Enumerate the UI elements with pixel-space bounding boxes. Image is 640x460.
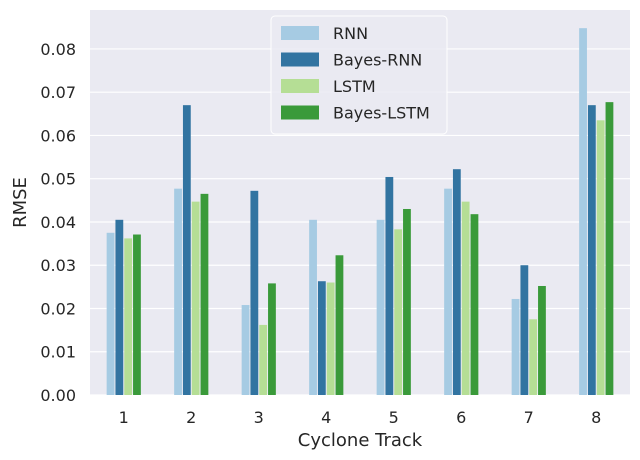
legend-box [270,15,448,135]
x-tick-label: 5 [389,408,399,427]
bar-rnn-track-7 [511,298,520,395]
y-tick-label: 0.01 [40,343,76,362]
bar-lstm-track-8 [596,120,605,395]
bar-rnn-track-5 [376,219,385,395]
bar-rnn-track-8 [579,28,587,395]
legend-swatch [281,52,319,67]
bar-rnn-track-4 [309,219,317,395]
bar-bayes-lstm-track-7 [538,285,546,395]
bar-bayes-rnn-track-4 [317,281,326,395]
bar-bayes-lstm-track-4 [335,255,344,395]
bar-lstm-track-7 [529,319,538,395]
y-tick-label: 0.05 [40,170,76,189]
x-tick-label: 4 [321,408,331,427]
bar-bayes-rnn-track-3 [250,190,259,395]
x-tick-label: 7 [524,408,534,427]
bar-bayes-rnn-track-1 [115,219,124,395]
x-axis-ticks: 1 2 3 4 5 6 7 8 [119,408,602,427]
bar-bayes-rnn-track-8 [587,105,596,395]
legend-label: Bayes-LSTM [333,104,430,123]
y-tick-label: 0.04 [40,213,76,232]
y-tick-label: 0.02 [40,299,76,318]
x-tick-label: 2 [186,408,196,427]
bar-rnn-track-2 [174,188,182,395]
bars [106,28,614,396]
legend-swatch [281,79,319,93]
legend-label: Bayes-RNN [333,51,422,70]
y-tick-label: 0.08 [40,40,76,59]
legend-swatch [281,26,319,40]
y-tick-label: 0.07 [40,83,76,102]
x-tick-label: 3 [254,408,264,427]
y-axis-label: RMSE [10,177,31,228]
bar-rnn-track-1 [106,232,115,395]
bar-bayes-lstm-track-6 [470,214,479,395]
x-tick-label: 1 [119,408,129,427]
bar-bayes-lstm-track-3 [268,283,276,395]
bar-lstm-track-5 [394,229,403,395]
x-axis-label: Cyclone Track [298,430,423,451]
legend-label: RNN [333,24,368,43]
bar-rnn-track-3 [241,305,250,395]
y-tick-label: 0.06 [40,126,76,145]
bar-bayes-lstm-track-8 [605,102,614,396]
bar-lstm-track-3 [259,324,268,395]
bar-bayes-lstm-track-1 [133,234,141,395]
legend: RNN Bayes-RNN LSTM Bayes-LSTM [270,15,448,135]
bar-bayes-rnn-track-5 [385,176,394,395]
y-tick-label: 0.00 [40,386,76,405]
bar-lstm-track-1 [124,238,133,395]
bar-rnn-track-6 [444,188,452,395]
x-tick-label: 8 [591,408,601,427]
bar-bayes-rnn-track-7 [520,265,529,395]
x-tick-label: 6 [456,408,466,427]
legend-swatch [281,105,319,120]
legend-label: LSTM [333,77,376,96]
bar-bayes-rnn-track-6 [452,169,461,395]
y-tick-label: 0.03 [40,256,76,275]
bar-bayes-rnn-track-2 [182,105,191,395]
bar-lstm-track-6 [461,201,470,395]
bar-bayes-lstm-track-2 [200,193,209,395]
bar-lstm-track-4 [326,282,335,395]
bar-bayes-lstm-track-5 [403,208,411,395]
bar-lstm-track-2 [191,201,200,395]
y-axis-ticks: 0.00 0.01 0.02 0.03 0.04 0.05 0.06 0.07 0.08 [40,40,76,405]
